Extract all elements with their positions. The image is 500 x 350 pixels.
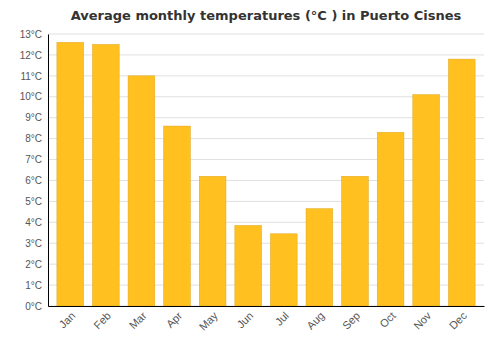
y-tick: 4°C [25,217,48,228]
bar [306,209,333,306]
bar [235,225,262,306]
x-tick: Jul [273,309,291,327]
y-tick: 10°C [20,91,48,102]
x-tick: Sep [340,309,362,331]
bar [342,176,369,306]
bar [57,42,84,306]
y-tick-label: 1°C [25,280,42,291]
x-tick-label: May [197,309,221,333]
y-axis-line [48,35,49,307]
y-tick: 0°C [25,301,48,312]
y-tick-label: 6°C [25,175,42,186]
y-tick: 9°C [25,112,48,123]
x-tick-label: Jan [56,309,77,330]
y-tick: 2°C [25,259,48,270]
y-tick: 12°C [20,50,48,61]
x-tick-label: Apr [164,309,185,330]
x-tick: Aug [304,309,326,331]
chart-svg: Jan Feb Mar Apr May Jun Jul Aug Sep Oct Nov Dec 0°C 1… [0,0,500,350]
y-tick-label: 5°C [25,196,42,207]
y-tick-label: 9°C [25,112,42,123]
y-tick-label: 3°C [25,238,42,249]
x-tick: Jan [56,309,77,330]
grid [48,34,484,306]
y-tick: 7°C [25,154,48,165]
x-tick: Dec [447,309,470,332]
y-tick: 8°C [25,133,48,144]
bar [164,126,191,306]
y-tick: 6°C [25,175,48,186]
bar [448,59,475,306]
y-tick: 11°C [20,71,48,82]
bars [57,42,475,306]
x-tick: Jun [234,309,255,330]
x-tick-label: Oct [377,309,398,330]
y-tick-label: 2°C [25,259,42,270]
y-axis: 0°C 1°C 2°C 3°C 4°C 5°C 6°C 7°C 8°C 9°C 10°C 11°C 12… [20,29,49,312]
x-tick-label: Jun [234,309,255,330]
x-tick: Nov [411,309,434,332]
x-tick: Apr [164,309,185,330]
x-tick-label: Nov [411,309,434,332]
x-tick: Oct [377,309,398,330]
bar [92,44,119,306]
x-tick-label: Jul [273,309,291,327]
x-tick-label: Dec [447,309,470,332]
chart-container: Jan Feb Mar Apr May Jun Jul Aug Sep Oct Nov Dec 0°C 1… [0,0,500,350]
y-tick: 3°C [25,238,48,249]
y-tick: 13°C [20,29,48,40]
x-tick: Mar [127,309,149,331]
bar [413,95,440,306]
x-tick: May [197,309,221,333]
y-tick-label: 8°C [25,133,42,144]
x-tick-label: Sep [340,309,362,331]
y-tick-label: 0°C [25,301,42,312]
y-tick-label: 10°C [20,91,42,102]
bar [199,176,226,306]
bar [377,132,404,306]
bar [128,76,155,306]
y-tick-label: 12°C [20,50,42,61]
y-tick-label: 11°C [20,71,42,82]
x-tick: Feb [91,309,113,331]
x-axis: Jan Feb Mar Apr May Jun Jul Aug Sep Oct Nov Dec [49,307,485,333]
y-tick: 1°C [25,280,48,291]
grid-line [48,34,484,35]
x-tick-label: Feb [91,309,113,331]
y-tick-label: 13°C [20,29,42,40]
x-tick-label: Aug [304,309,326,331]
plot-area: Jan Feb Mar Apr May Jun Jul Aug Sep Oct Nov Dec 0°C 1… [20,29,485,333]
bar [270,234,297,306]
y-tick-label: 4°C [25,217,42,228]
title: Average monthly temperatures (°C ) in Pu… [71,8,462,23]
x-axis-line [49,306,485,307]
y-tick-label: 7°C [25,154,42,165]
x-tick-label: Mar [127,309,149,331]
y-tick: 5°C [25,196,48,207]
